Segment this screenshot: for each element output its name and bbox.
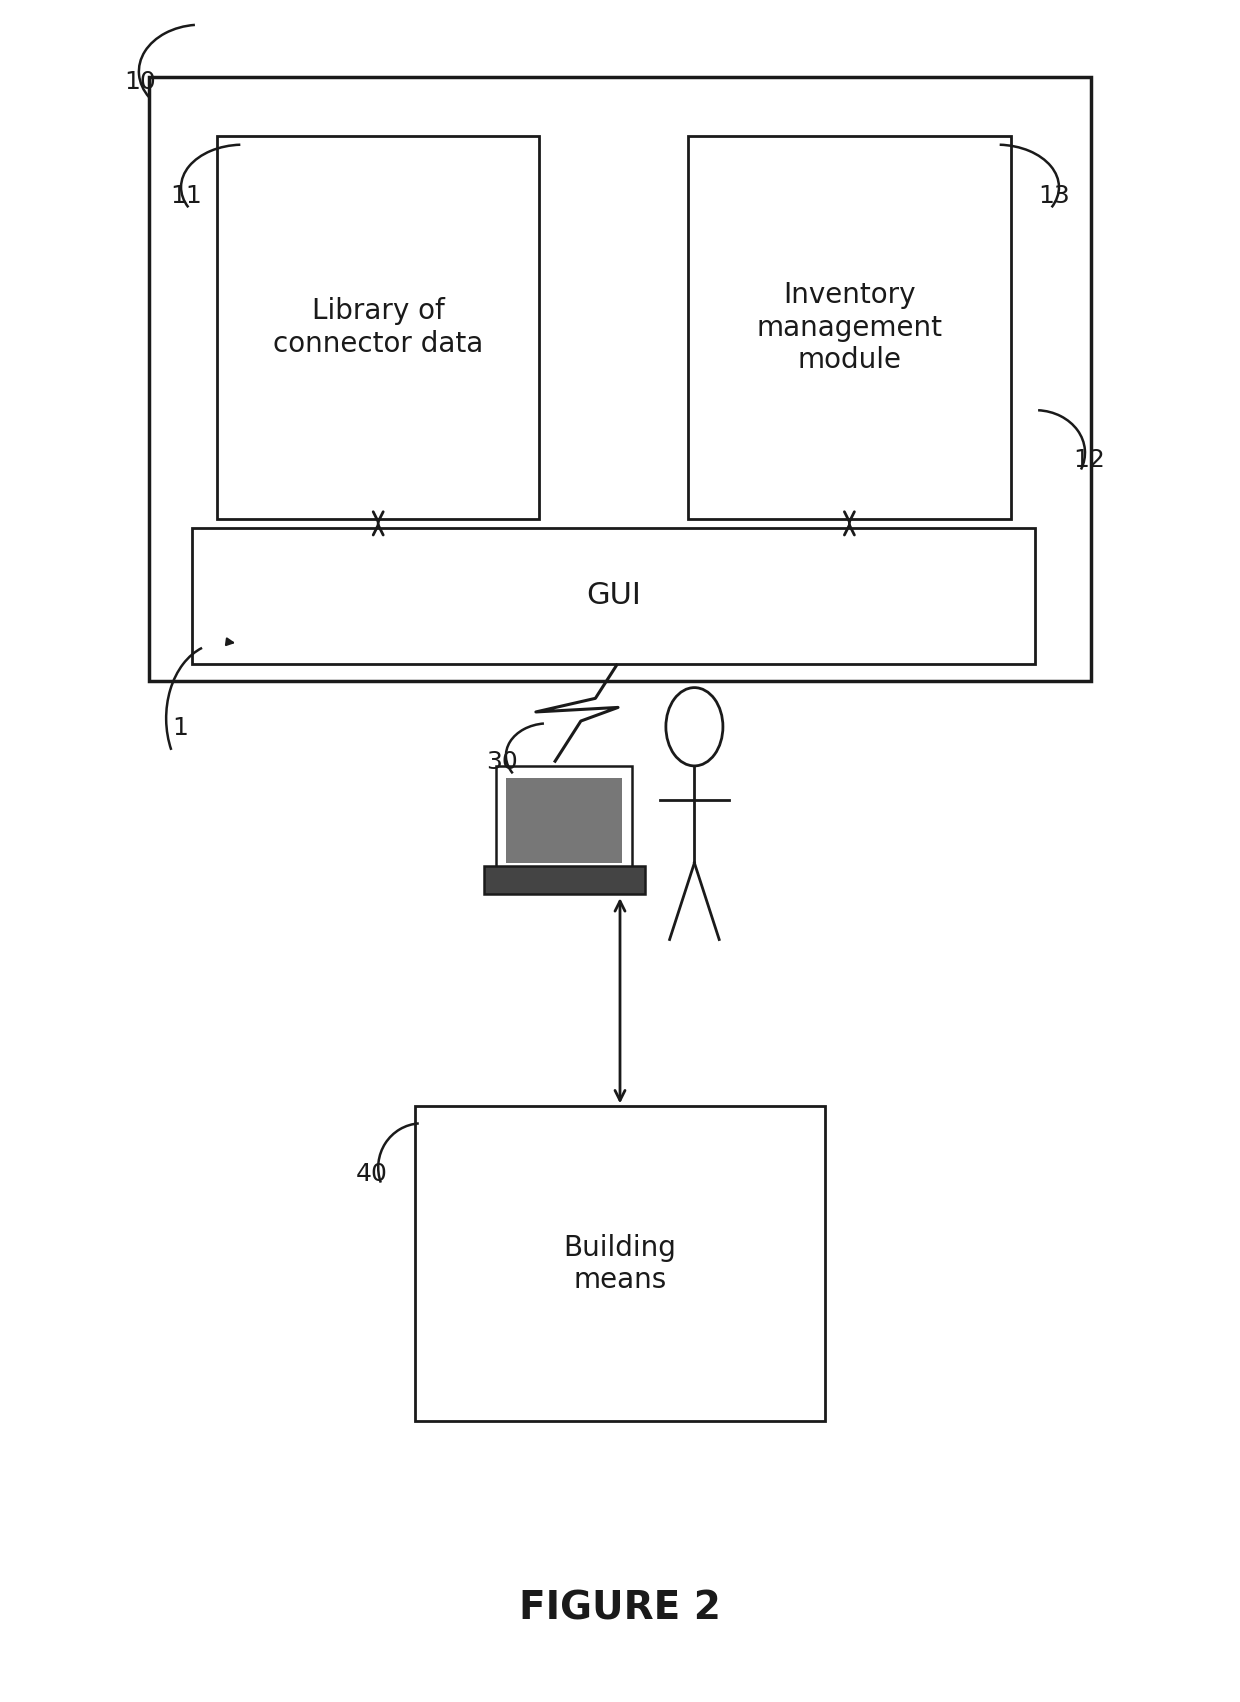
Text: 11: 11 (170, 184, 202, 208)
FancyBboxPatch shape (415, 1106, 825, 1421)
Text: 13: 13 (1038, 184, 1070, 208)
Text: 40: 40 (356, 1162, 388, 1186)
Text: GUI: GUI (587, 580, 641, 611)
Text: Inventory
management
module: Inventory management module (756, 281, 942, 374)
FancyBboxPatch shape (217, 136, 539, 519)
Text: FIGURE 2: FIGURE 2 (520, 1590, 720, 1627)
FancyBboxPatch shape (192, 528, 1035, 664)
FancyBboxPatch shape (688, 136, 1011, 519)
Text: Library of
connector data: Library of connector data (273, 298, 484, 357)
FancyBboxPatch shape (496, 766, 632, 871)
Text: 1: 1 (172, 717, 187, 740)
FancyBboxPatch shape (506, 778, 622, 863)
Text: Building
means: Building means (563, 1234, 677, 1294)
Text: 12: 12 (1073, 448, 1105, 471)
Text: 30: 30 (486, 751, 518, 774)
FancyBboxPatch shape (149, 77, 1091, 681)
Text: 10: 10 (124, 70, 156, 94)
FancyBboxPatch shape (484, 866, 645, 894)
